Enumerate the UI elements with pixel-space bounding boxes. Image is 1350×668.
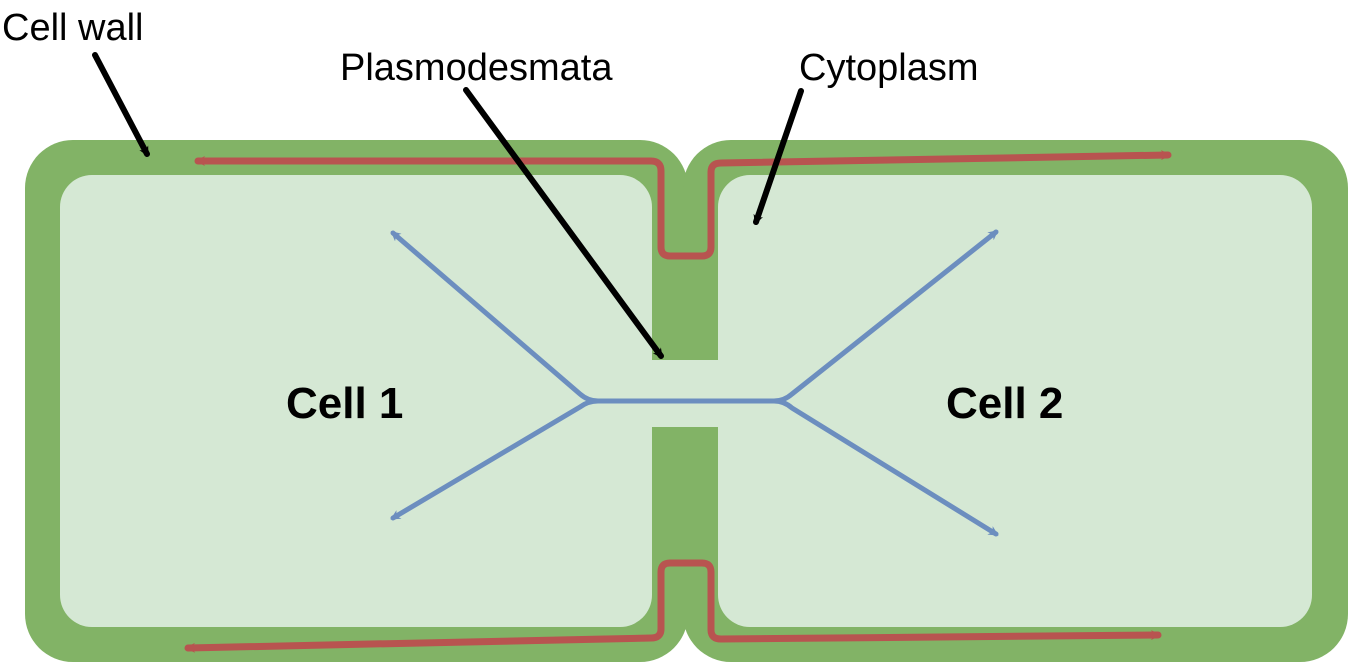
label-cell-2: Cell 2 [946, 379, 1063, 428]
label-plasmodesmata: Plasmodesmata [340, 47, 613, 89]
cell-1-cytoplasm [60, 175, 652, 627]
cytoplasm-callout-arrow [753, 88, 804, 225]
label-cytoplasm: Cytoplasm [799, 47, 979, 89]
label-cell-wall: Cell wall [2, 7, 143, 49]
label-cell-1: Cell 1 [286, 379, 403, 428]
apoplast-path-bottom-left [184, 559, 690, 653]
symplast-path-cell1-down [390, 398, 601, 521]
plasmodesma-channel [645, 360, 725, 427]
symplast-path-cell2-down [771, 398, 999, 537]
apoplast-path-top-right [682, 150, 1172, 260]
apoplast-path-top-left [194, 156, 690, 260]
cell-wall-callout-arrow [92, 52, 150, 157]
cell-2-cytoplasm [718, 175, 1312, 627]
apoplast-path-bottom-right [682, 559, 1162, 643]
plasmodesmata-callout-arrow [463, 87, 664, 359]
